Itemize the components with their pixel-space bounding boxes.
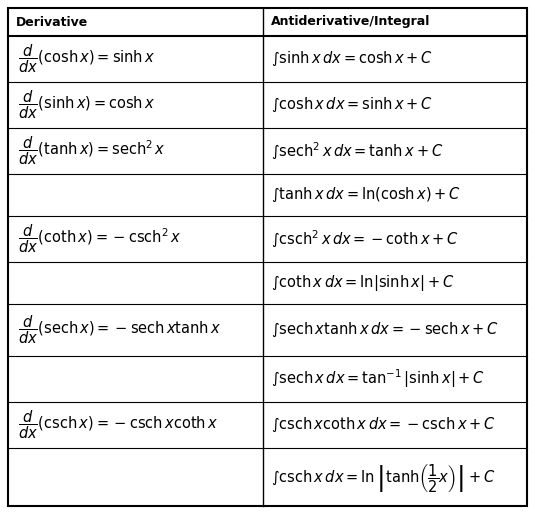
Text: $\dfrac{d}{dx}(\tanh x) = \mathrm{sech}^{2}\,x$: $\dfrac{d}{dx}(\tanh x) = \mathrm{sech}^… — [18, 135, 166, 167]
Text: $\int \mathrm{csch}\,x\coth x\,dx = -\mathrm{csch}\,x + C$: $\int \mathrm{csch}\,x\coth x\,dx = -\ma… — [271, 416, 496, 434]
Text: $\dfrac{d}{dx}(\mathrm{sech}\,x) = -\mathrm{sech}\,x\tanh x$: $\dfrac{d}{dx}(\mathrm{sech}\,x) = -\mat… — [18, 314, 221, 346]
Text: $\dfrac{d}{dx}(\coth x) = -\mathrm{csch}^{2}\,x$: $\dfrac{d}{dx}(\coth x) = -\mathrm{csch}… — [18, 223, 181, 255]
Text: $\int \mathrm{csch}^{2}\,x\,dx = -\coth x + C$: $\int \mathrm{csch}^{2}\,x\,dx = -\coth … — [271, 229, 459, 249]
Text: $\int \cosh x\,dx = \sinh x + C$: $\int \cosh x\,dx = \sinh x + C$ — [271, 96, 433, 114]
Text: $\int \mathrm{sech}^{2}\,x\,dx = \tanh x + C$: $\int \mathrm{sech}^{2}\,x\,dx = \tanh x… — [271, 140, 444, 161]
Text: $\int \sinh x\,dx = \cosh x + C$: $\int \sinh x\,dx = \cosh x + C$ — [271, 50, 433, 68]
Text: $\int \tanh x\,dx = \ln(\cosh x) + C$: $\int \tanh x\,dx = \ln(\cosh x) + C$ — [271, 186, 461, 204]
Text: $\dfrac{d}{dx}(\mathrm{csch}\,x) = -\mathrm{csch}\,x\coth x$: $\dfrac{d}{dx}(\mathrm{csch}\,x) = -\mat… — [18, 409, 218, 442]
Text: $\dfrac{d}{dx}(\sinh x) = \cosh x$: $\dfrac{d}{dx}(\sinh x) = \cosh x$ — [18, 89, 155, 121]
Text: $\int \coth x\,dx = \ln|\sinh x| + C$: $\int \coth x\,dx = \ln|\sinh x| + C$ — [271, 273, 454, 293]
Text: $\int \mathrm{sech}\,x\,dx = \tan^{-1}|\sinh x| + C$: $\int \mathrm{sech}\,x\,dx = \tan^{-1}|\… — [271, 368, 485, 390]
Text: Antiderivative/Integral: Antiderivative/Integral — [271, 15, 430, 28]
Text: $\int \mathrm{sech}\,x\tanh x\,dx = -\mathrm{sech}\,x + C$: $\int \mathrm{sech}\,x\tanh x\,dx = -\ma… — [271, 321, 499, 339]
Text: Derivative: Derivative — [16, 15, 88, 28]
Text: $\int \mathrm{csch}\,x\,dx = \ln\left|\tanh\!\left(\dfrac{1}{2}x\right)\right| +: $\int \mathrm{csch}\,x\,dx = \ln\left|\t… — [271, 463, 495, 495]
Text: $\dfrac{d}{dx}(\cosh x) = \sinh x$: $\dfrac{d}{dx}(\cosh x) = \sinh x$ — [18, 43, 155, 75]
